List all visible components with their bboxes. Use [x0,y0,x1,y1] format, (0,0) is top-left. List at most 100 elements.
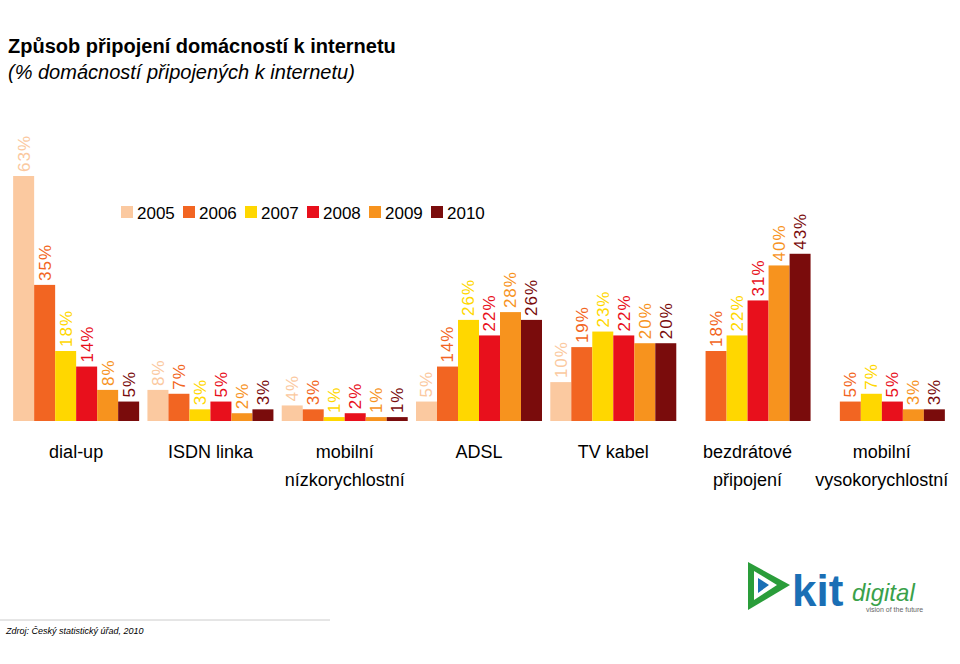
legend-label: 2005 [137,204,175,223]
bar [13,176,34,421]
legend-label: 2008 [323,204,361,223]
data-label: 20% [636,302,655,339]
bar [748,300,769,421]
bar [861,394,882,421]
legend: 2005 2006 2007 2008 2009 2010 [121,204,485,223]
legend-swatch [307,206,319,218]
category-label: ISDN linka [168,442,254,462]
data-label: 5% [841,371,860,398]
data-label: 28% [502,271,521,308]
legend-label: 2006 [199,204,237,223]
legend-swatch [121,206,133,218]
data-label: 31% [749,259,768,296]
bar [924,409,945,421]
data-label: 3% [925,379,944,406]
chart: Způsob připojení domácností k internetu (… [0,0,960,664]
bar [118,402,139,421]
data-label: 3% [254,379,273,406]
category-label: mobilnínízkorychlostní [285,442,405,490]
data-label: 7% [862,363,881,390]
bar [303,409,324,421]
legend-swatch [369,206,381,218]
data-label: 22% [728,294,747,331]
legend-label: 2007 [261,204,299,223]
data-label: 1% [367,387,386,414]
legend-label: 2010 [447,204,485,223]
bar [550,382,571,421]
data-label: 5% [212,371,231,398]
source: Zdroj: Český statistický úřad, 2010 [5,626,144,636]
data-label: 8% [149,359,168,386]
legend-swatch [183,206,195,218]
data-label: 10% [552,341,571,378]
bar [727,335,748,421]
bar [210,402,231,421]
legend-label: 2009 [385,204,423,223]
title: Způsob připojení domácností k internetu [8,35,396,57]
bar [55,351,76,421]
bar [882,402,903,421]
data-label: 18% [57,310,76,347]
data-label: 26% [460,279,479,316]
bar [437,367,458,421]
data-label: 35% [36,244,55,281]
data-label: 22% [615,294,634,331]
logo-icon [754,571,777,600]
footer-rule [0,620,330,621]
logo-icon [758,578,769,593]
data-label: 63% [15,135,34,172]
bar [416,402,437,421]
data-label: 3% [191,379,210,406]
legend-swatch [245,206,257,218]
bar [282,405,303,421]
data-label: 5% [418,371,437,398]
data-label: 2% [346,383,365,410]
bar [147,390,168,421]
bars [13,176,945,421]
bar [613,335,634,421]
category-label: TV kabel [578,442,649,462]
category-label: dial-up [49,442,103,462]
data-label: 1% [325,387,344,414]
data-label: 18% [707,310,726,347]
legend-swatch [431,206,443,218]
data-label: 40% [770,224,789,261]
data-label: 14% [78,326,97,363]
logo: kitdigitalvision of the future [748,562,923,615]
bar [168,394,189,421]
bar [592,332,613,421]
data-label: 26% [523,279,542,316]
bar [34,285,55,421]
bar [790,254,811,421]
data-label: 1% [388,387,407,414]
data-label: 5% [883,371,902,398]
bar [769,265,790,421]
category-label: bezdrátovépřipojení [703,442,792,490]
data-label: 3% [304,379,323,406]
bar [840,402,861,421]
category-label: mobilnívysokorychlostní [815,442,948,490]
bar [252,409,273,421]
data-label: 3% [904,379,923,406]
bar [458,320,479,421]
bar [634,343,655,421]
data-label: 22% [481,294,500,331]
category-label: ADSL [455,442,502,462]
bar [387,417,408,421]
bar [97,390,118,421]
data-label: 8% [99,359,118,386]
bar [655,343,676,421]
logo-tagline: vision of the future [866,606,923,613]
data-label: 2% [233,383,252,410]
data-label: 4% [283,375,302,402]
subtitle: (% domácností připojených k internetu) [8,61,355,83]
bar [366,417,387,421]
bar [500,312,521,421]
bar [571,347,592,421]
logo-text: kit [792,566,844,615]
bar [521,320,542,421]
bar [479,335,500,421]
bar [345,413,366,421]
data-label: 43% [791,213,810,250]
data-label: 23% [594,291,613,328]
